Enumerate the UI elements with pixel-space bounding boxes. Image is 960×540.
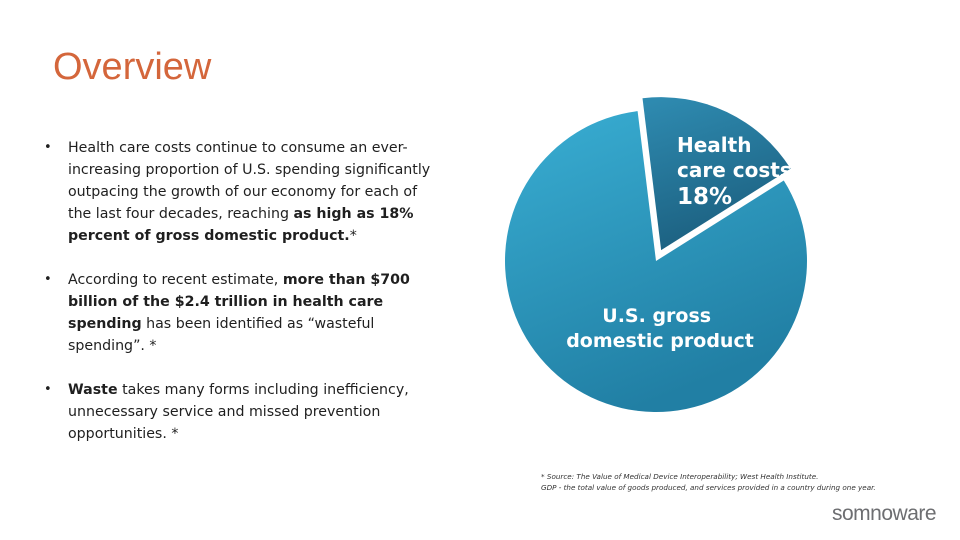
bullet-dot-icon: •	[44, 382, 52, 397]
bullet-list: • Health care costs continue to consume a…	[44, 137, 444, 445]
bullet-dot-icon: •	[44, 272, 52, 287]
bullet-item: • According to recent estimate, more than…	[44, 269, 444, 357]
page-title: Overview	[53, 46, 212, 88]
bullet-item: • Waste takes many forms including ineffi…	[44, 379, 444, 445]
pie-label-health-care: Health care costs 18%	[677, 133, 799, 210]
bullet-text-bold: more than $700 billion of the $2.4 trill…	[68, 272, 410, 332]
bullet-text: According to recent estimate,	[68, 272, 283, 288]
bullet-text: takes many forms including inefficiency,…	[68, 382, 409, 442]
pie-chart: Health care costs 18% U.S. gross domesti…	[505, 97, 807, 413]
bullet-text-bold: Waste	[68, 382, 118, 398]
company-logo: somnoware	[832, 502, 937, 526]
bullet-item: • Health care costs continue to consume a…	[44, 137, 444, 247]
logo-text: somnoware	[832, 502, 937, 525]
pie-slice-health-care	[642, 97, 791, 251]
pie-label-gdp: U.S. gross domestic product	[566, 305, 754, 352]
bullet-text: has been identified as “wasteful spendin…	[68, 316, 375, 354]
source-footnote: * Source: The Value of Medical Device In…	[541, 471, 941, 493]
bullet-dot-icon: •	[44, 140, 52, 155]
pie-slice-gdp	[505, 111, 807, 413]
bullet-text: Health care costs continue to consume an…	[68, 140, 431, 222]
bullet-text-bold: as high as 18% percent of gross domestic…	[68, 206, 414, 244]
bullet-text: *	[349, 228, 357, 244]
footnote-source-line: * Source: The Value of Medical Device In…	[541, 472, 819, 481]
footnote-gdp-definition: GDP - the total value of goods produced,…	[541, 483, 876, 492]
